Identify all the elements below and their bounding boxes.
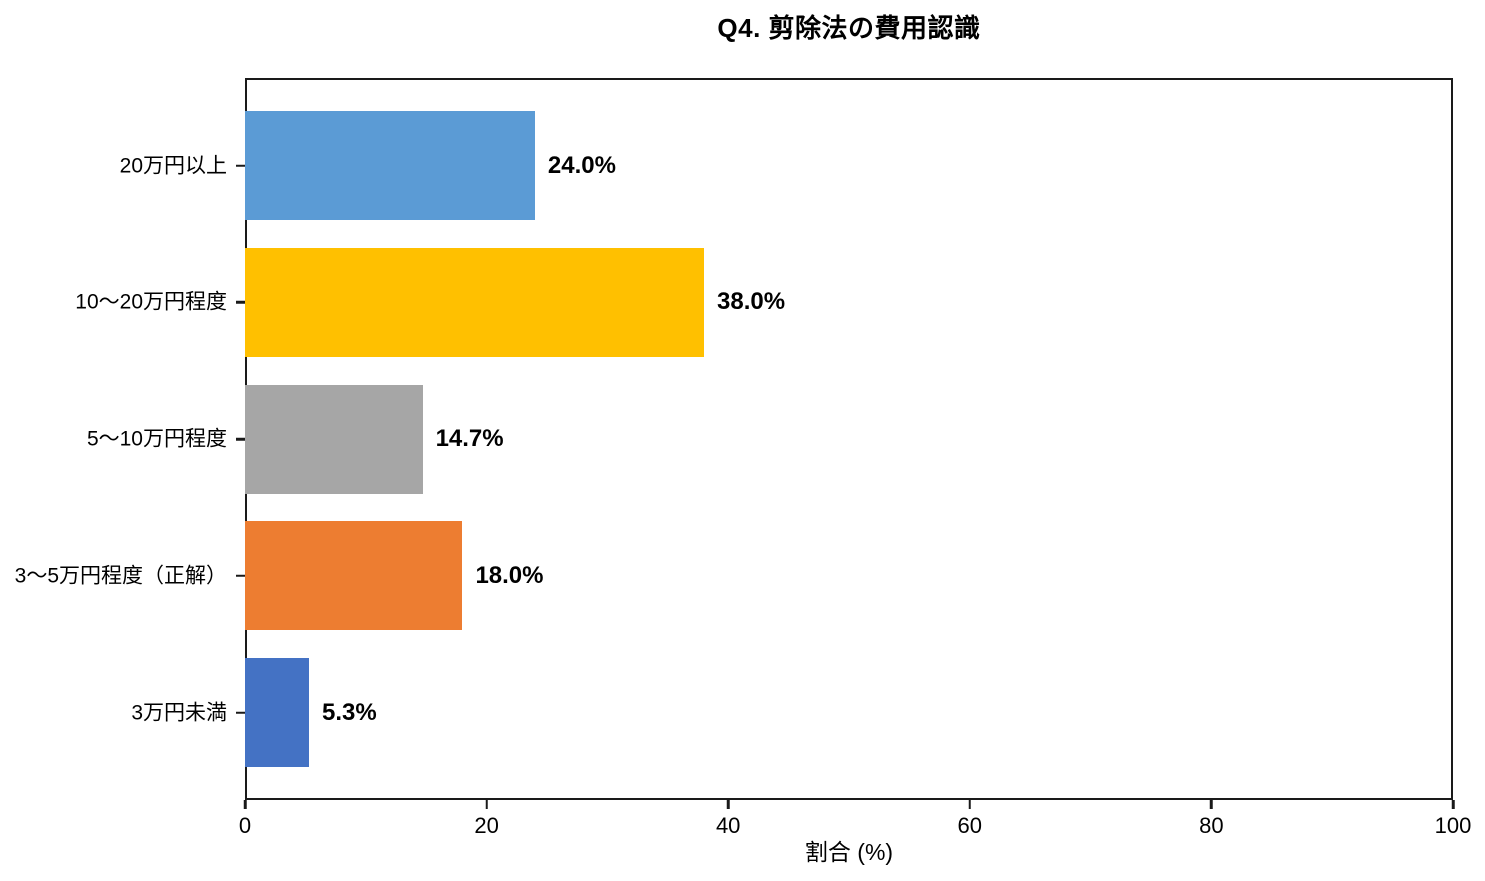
x-axis-tick-label: 60 xyxy=(957,813,983,838)
x-axis-tick-mark xyxy=(726,800,730,809)
x-axis-label: 割合 (%) xyxy=(804,839,894,865)
y-axis-tick-mark xyxy=(236,574,245,577)
x-axis-tick-mark xyxy=(485,800,488,809)
category-label: 5〜10万円程度 xyxy=(86,427,227,451)
x-axis-tick-mark xyxy=(243,800,247,809)
bar-value-label: 5.3% xyxy=(322,698,377,726)
category-label: 20万円以上 xyxy=(119,154,227,177)
x-axis-tick-label: 100 xyxy=(1434,813,1472,838)
bar xyxy=(245,521,463,631)
x-axis-tick-mark xyxy=(968,800,972,809)
bar-value-label: 14.7% xyxy=(435,425,504,452)
y-axis-tick-mark xyxy=(236,301,245,304)
y-axis-tick-mark xyxy=(236,711,245,714)
chart-title: Q4. 剪除法の費用認識 xyxy=(717,13,981,43)
category-label: 3〜5万円程度（正解） xyxy=(14,564,227,588)
x-axis-tick-label: 0 xyxy=(238,813,252,838)
bar-value-label: 24.0% xyxy=(547,151,616,179)
bar xyxy=(245,111,535,220)
category-label: 10〜20万円程度 xyxy=(75,290,227,314)
bar xyxy=(245,384,423,494)
bar xyxy=(245,247,705,357)
y-axis-tick-mark xyxy=(236,164,245,167)
bar-value-label: 38.0% xyxy=(717,288,786,316)
x-axis-tick-label: 40 xyxy=(715,813,741,838)
bar xyxy=(245,658,310,767)
x-axis-tick-label: 20 xyxy=(474,813,499,838)
y-axis-tick-mark xyxy=(236,437,245,441)
bar-value-label: 18.0% xyxy=(475,561,544,589)
x-axis-tick-mark xyxy=(1210,800,1213,809)
x-axis-tick-label: 80 xyxy=(1199,813,1224,838)
category-label: 3万円未満 xyxy=(131,701,227,724)
x-axis-tick-mark xyxy=(1451,800,1455,809)
